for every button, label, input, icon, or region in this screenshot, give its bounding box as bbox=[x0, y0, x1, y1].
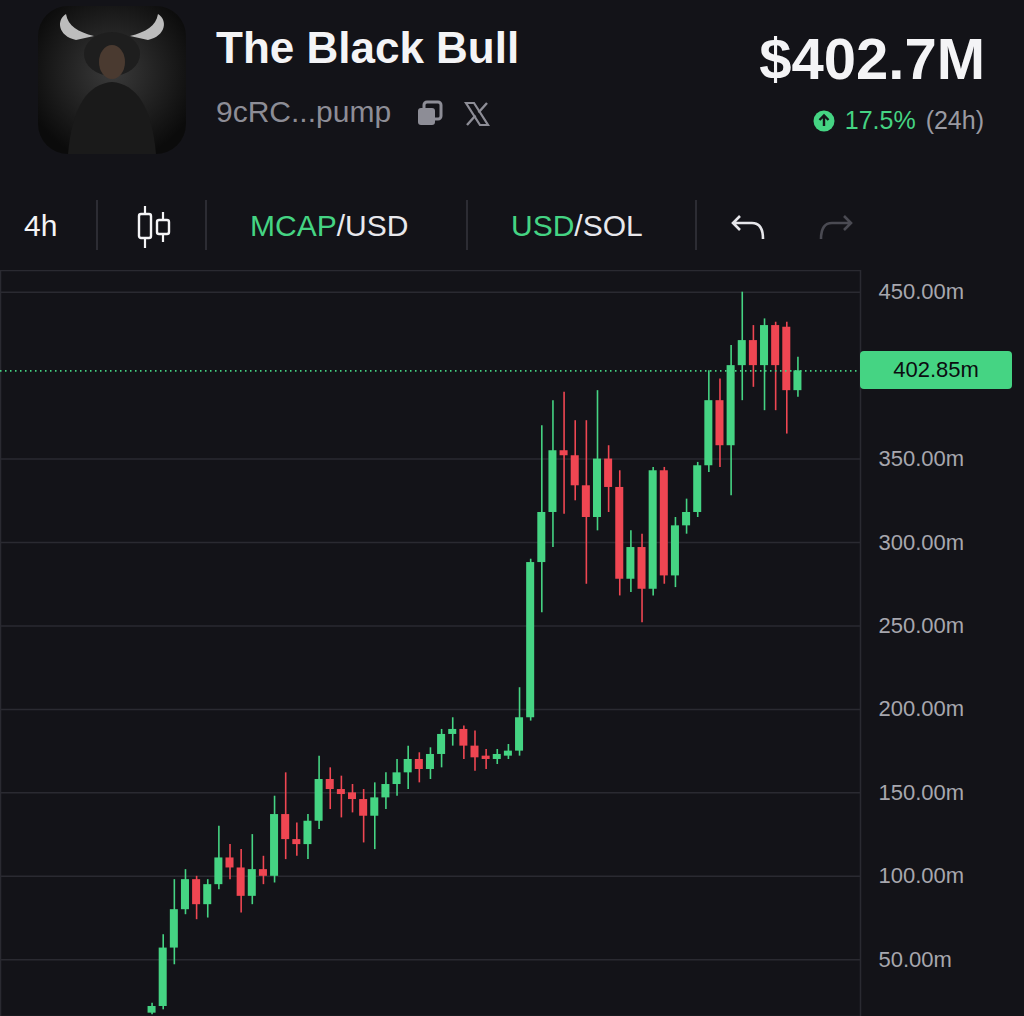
html-text:$402.7M: $402.7M bbox=[759, 26, 985, 91]
html-text:MCAP /USD: MCAP /USD bbox=[250, 209, 409, 242]
svg-text:450.00m: 450.00m bbox=[879, 279, 965, 304]
html-text:4h: 4h bbox=[24, 209, 58, 242]
svg-text:50.00m: 50.00m bbox=[879, 947, 952, 972]
html-text:USD /SOL: USD /SOL bbox=[511, 209, 643, 242]
svg-text:250.00m: 250.00m bbox=[879, 613, 965, 638]
html-text:17.5% (24h): 17.5% (24h) bbox=[844, 106, 984, 134]
svg-text:350.00m: 350.00m bbox=[879, 446, 965, 471]
html-text:The Black Bull: The Black Bull bbox=[216, 23, 520, 72]
svg-text:200.00m: 200.00m bbox=[879, 696, 965, 721]
html-text:9cRC...pump: 9cRC...pump bbox=[216, 95, 392, 128]
html-text:402.85m: 402.85m bbox=[893, 357, 979, 383]
svg-text:100.00m: 100.00m bbox=[879, 863, 965, 888]
svg-text:300.00m: 300.00m bbox=[879, 530, 965, 555]
svg-text:150.00m: 150.00m bbox=[879, 780, 965, 805]
